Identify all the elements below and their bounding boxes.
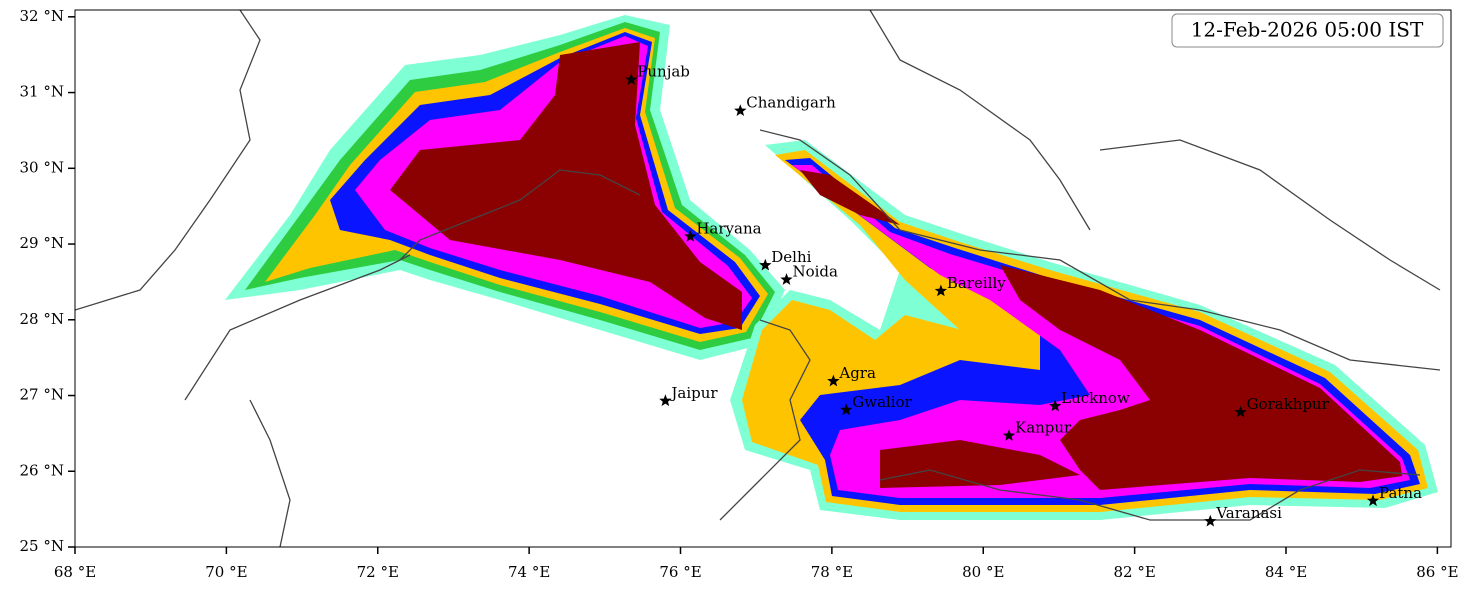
y-tick-label: 28 °N — [20, 310, 64, 328]
city-marker — [780, 273, 793, 285]
x-tick-label: 74 °E — [508, 563, 550, 581]
y-tick-label: 30 °N — [20, 158, 64, 176]
x-tick-label: 72 °E — [357, 563, 399, 581]
rain-field — [75, 10, 1441, 547]
city-label: Kanpur — [1015, 419, 1072, 437]
border — [399, 169, 641, 261]
city-marker — [1204, 514, 1217, 527]
y-tick-label: 25 °N — [20, 537, 64, 555]
x-tick-label: 76 °E — [659, 563, 701, 581]
y-tick-label: 32 °N — [20, 7, 64, 25]
city-label: Bareilly — [947, 274, 1006, 292]
city-label: Patna — [1379, 484, 1422, 502]
city-marker — [1234, 405, 1247, 418]
city-label: Haryana — [696, 219, 761, 237]
rain-heavy — [800, 170, 1402, 490]
city-marker — [659, 394, 672, 407]
timestamp: 12-Feb-2026 05:00 IST — [1191, 18, 1424, 42]
city-label: Gorakhpur — [1247, 395, 1330, 413]
city-marker — [1366, 494, 1380, 507]
city-label: Chandigarh — [746, 94, 836, 112]
border — [869, 10, 1091, 231]
x-tick-label: 86 °E — [1416, 563, 1458, 581]
x-tick-label: 84 °E — [1265, 563, 1307, 581]
y-tick-label: 26 °N — [20, 461, 64, 479]
y-tick-label: 31 °N — [20, 83, 64, 101]
city-label: Punjab — [637, 63, 690, 81]
city-marker — [734, 104, 747, 116]
city-label: Gwalior — [852, 393, 912, 411]
city-marker — [934, 284, 947, 297]
city-label: Lucknow — [1061, 389, 1130, 407]
plot-frame — [74, 9, 1452, 548]
x-tick-label: 82 °E — [1113, 563, 1155, 581]
y-tick-label: 29 °N — [20, 234, 64, 252]
city-label: Delhi — [771, 248, 811, 266]
title-box — [1171, 13, 1444, 48]
border — [719, 319, 811, 521]
city-marker — [684, 230, 697, 242]
x-tick-label: 80 °E — [962, 563, 1004, 581]
city-marker — [759, 258, 772, 271]
border — [249, 399, 291, 547]
x-tick-label: 70 °E — [205, 563, 247, 581]
border — [879, 469, 1421, 521]
border — [759, 129, 1441, 371]
city-marker — [625, 73, 638, 85]
city-marker — [827, 374, 840, 387]
border — [184, 254, 411, 401]
city-marker — [1049, 399, 1062, 412]
city-label: Noida — [792, 263, 838, 281]
city-marker — [840, 403, 853, 416]
border — [1099, 139, 1441, 291]
border — [75, 10, 261, 311]
x-tick-label: 68 °E — [54, 563, 96, 581]
city-label: Agra — [838, 364, 876, 382]
city-marker — [1002, 429, 1016, 441]
city-label: Varanasi — [1215, 504, 1282, 522]
rain-heavy — [390, 42, 742, 330]
y-tick-label: 27 °N — [20, 386, 64, 404]
x-tick-label: 78 °E — [811, 563, 853, 581]
city-label: Jaipur — [669, 384, 718, 402]
